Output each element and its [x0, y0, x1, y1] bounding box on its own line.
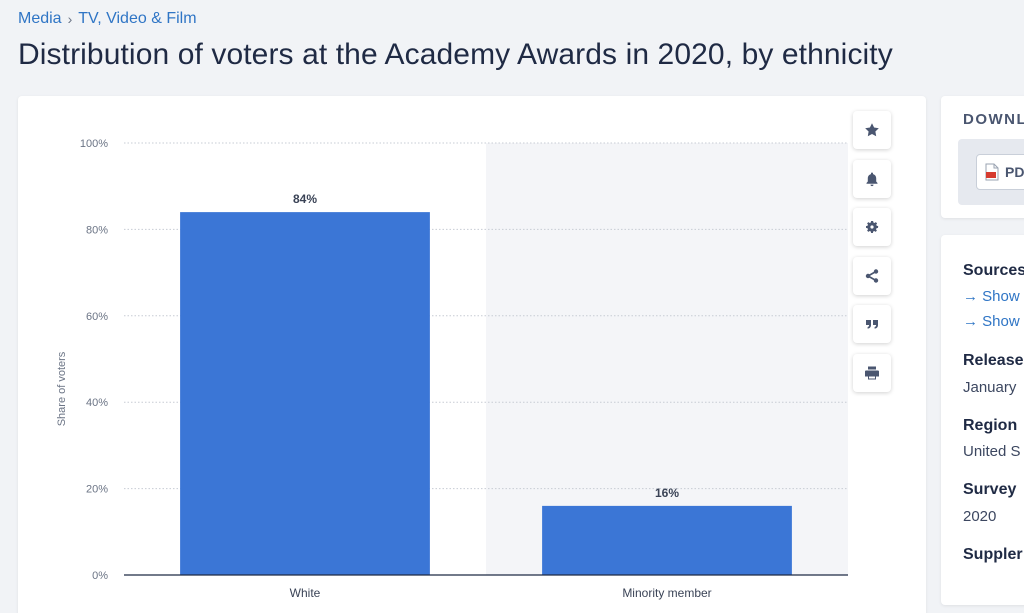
arrow-right-icon: →: [963, 313, 978, 330]
breadcrumb: Media › TV, Video & Film: [18, 10, 197, 28]
breadcrumb-separator: ›: [67, 11, 73, 27]
sources-heading: Sources: [963, 262, 1024, 279]
show-publisher-label: Show: [982, 313, 1020, 330]
y-tick-label: 0%: [92, 570, 108, 582]
gear-icon: [866, 221, 879, 233]
download-options: PD: [958, 139, 1024, 205]
y-tick-label: 80%: [86, 224, 108, 236]
x-tick-label: Minority member: [622, 586, 711, 600]
download-title: DOWNL: [963, 111, 1024, 128]
share-button[interactable]: [853, 257, 891, 295]
pdf-label: PD: [1005, 164, 1024, 180]
y-tick-label: 40%: [86, 397, 108, 409]
bell-icon: [866, 172, 878, 187]
quote-icon: [866, 320, 878, 329]
show-source-link[interactable]: → Show: [963, 288, 1020, 305]
download-pdf-button[interactable]: PD: [976, 154, 1024, 190]
pdf-file-icon: [985, 163, 999, 181]
favorite-button[interactable]: [853, 111, 891, 149]
star-icon: [865, 123, 879, 137]
plot-band-shade: [486, 143, 848, 575]
data-label: 84%: [293, 192, 317, 206]
survey-time-value: 2020: [963, 508, 997, 525]
release-date-heading: Release: [963, 352, 1024, 369]
survey-time-heading: Survey: [963, 481, 1017, 498]
supplementary-heading: Suppler: [963, 546, 1023, 563]
download-panel: DOWNL PD: [941, 96, 1024, 218]
breadcrumb-tv-video-film[interactable]: TV, Video & Film: [78, 10, 197, 27]
breadcrumb-media[interactable]: Media: [18, 10, 62, 27]
show-publisher-link[interactable]: → Show: [963, 313, 1020, 330]
page-title: Distribution of voters at the Academy Aw…: [18, 38, 893, 71]
arrow-right-icon: →: [963, 288, 978, 305]
bar-minority-member: [542, 505, 792, 575]
y-tick-label: 20%: [86, 484, 108, 496]
bar-white: [180, 212, 430, 575]
print-button[interactable]: [853, 354, 891, 392]
y-tick-label: 60%: [86, 311, 108, 323]
details-panel: Sources → Show → Show Release January Re…: [941, 235, 1024, 605]
x-tick-label: White: [290, 586, 321, 600]
share-icon: [865, 269, 879, 283]
settings-button[interactable]: [853, 208, 891, 246]
data-label: 16%: [655, 486, 679, 500]
bar-chart: 0% 20% 40% 60% 80% 100% Share of voters 84% Whit…: [56, 138, 848, 600]
region-value: United S: [963, 443, 1021, 460]
y-tick-label: 100%: [80, 138, 108, 150]
show-source-label: Show: [982, 288, 1020, 305]
cite-button[interactable]: [853, 305, 891, 343]
y-axis-title: Share of voters: [56, 351, 68, 426]
release-date-value: January: [963, 379, 1017, 396]
printer-icon: [865, 366, 879, 380]
notification-button[interactable]: [853, 160, 891, 198]
chart-card: 0% 20% 40% 60% 80% 100% Share of voters 84% Whit…: [18, 96, 926, 613]
region-heading: Region: [963, 417, 1018, 434]
